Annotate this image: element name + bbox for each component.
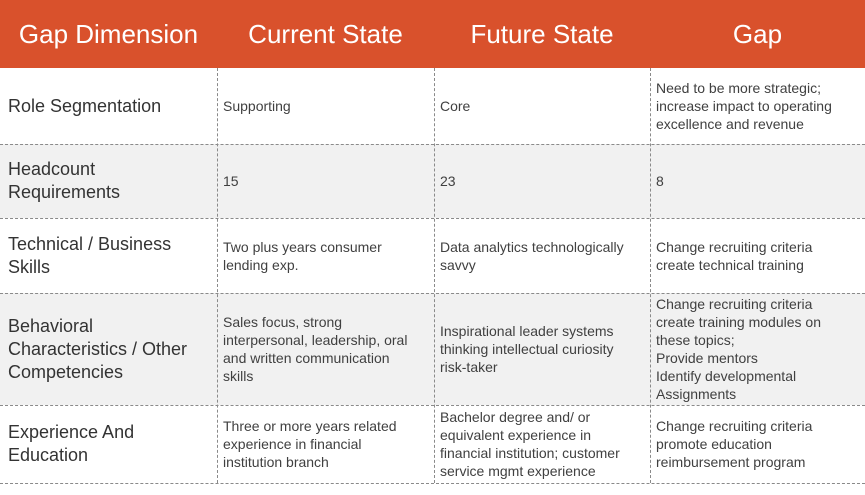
- header-current-state: Current State: [248, 18, 403, 49]
- row-dimension: Headcount Requirements: [8, 159, 121, 202]
- row-dimension: Technical / Business Skills: [8, 233, 172, 277]
- column-divider: [650, 68, 651, 483]
- column-divider: [217, 68, 218, 483]
- row-gap: Change recruiting criteria create techni…: [656, 238, 813, 273]
- row-divider: [0, 483, 865, 484]
- row-gap: Change recruiting criteria create traini…: [656, 296, 821, 402]
- table-row: Headcount Requirements 15 23 8: [0, 144, 865, 218]
- table-row: Behavioral Characteristics / Other Compe…: [0, 293, 865, 405]
- row-current-state: Three or more years related experience i…: [223, 418, 397, 470]
- row-future-state: Inspirational leader systems thinking in…: [440, 323, 614, 375]
- table-row: Experience And Education Three or more y…: [0, 405, 865, 483]
- row-gap: Need to be more strategic; increase impa…: [656, 80, 832, 132]
- row-dimension: Experience And Education: [8, 422, 135, 465]
- header-gap-dimension: Gap Dimension: [18, 18, 199, 49]
- row-divider: [0, 293, 865, 294]
- header-gap: Gap: [732, 18, 783, 49]
- row-current-state: Sales focus, strong interpersonal, leade…: [223, 314, 408, 384]
- column-divider: [434, 68, 435, 483]
- row-divider: [0, 218, 865, 219]
- row-future-state: Core: [440, 98, 471, 114]
- row-gap: 8: [656, 173, 664, 189]
- row-current-state: 15: [223, 173, 239, 189]
- row-gap: Change recruiting criteria promote educa…: [656, 418, 813, 470]
- row-divider: [0, 144, 865, 145]
- row-current-state: Two plus years consumer lending exp.: [223, 238, 382, 273]
- row-dimension: Role Segmentation: [8, 95, 162, 116]
- row-future-state: Bachelor degree and/ or equivalent exper…: [440, 409, 620, 479]
- row-dimension: Behavioral Characteristics / Other Compe…: [8, 315, 188, 382]
- gap-analysis-table: Gap Dimension Current State Future State…: [0, 0, 865, 484]
- row-future-state: Data analytics technologically savvy: [440, 238, 624, 273]
- table-header-row: Gap Dimension Current State Future State…: [0, 0, 865, 68]
- row-future-state: 23: [440, 173, 456, 189]
- row-divider: [0, 405, 865, 406]
- table-row: Technical / Business Skills Two plus yea…: [0, 218, 865, 293]
- header-future-state: Future State: [470, 18, 614, 49]
- table-row: Role Segmentation Supporting Core Need t…: [0, 68, 865, 144]
- row-current-state: Supporting: [223, 98, 291, 114]
